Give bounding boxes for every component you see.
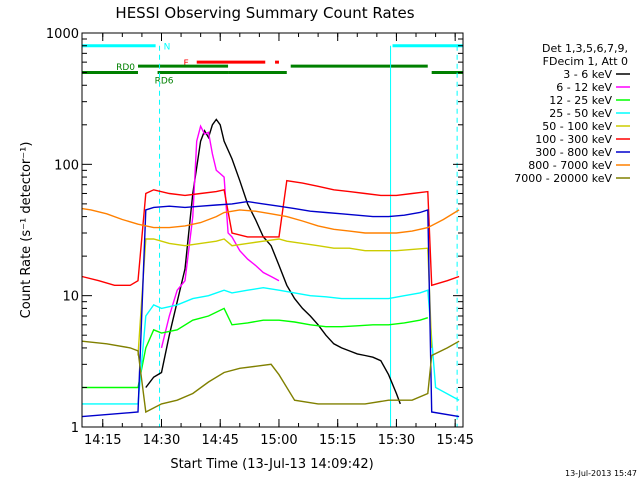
x-axis: 14:15 14:30 14:45 15:00 15:15 15:30 15:45 (84, 33, 474, 448)
state-label-flare: F (184, 59, 189, 69)
legend-label-1: 6 - 12 keV (556, 81, 612, 94)
legend-header-1: FDecim 1, Att 0 (543, 55, 628, 68)
y-tick-label-1: 10 (62, 290, 79, 305)
x-tick-label-3: 15:00 (260, 433, 297, 448)
y-tick-label-0: 1 (71, 421, 79, 436)
y-tick-label-2: 100 (54, 158, 79, 173)
legend-label-5: 100 - 300 keV (535, 133, 612, 146)
x-tick-label-6: 15:45 (436, 433, 473, 448)
x-tick-label-2: 14:45 (201, 433, 238, 448)
state-vertical-lines (159, 45, 458, 427)
series-line-5 (81, 179, 460, 287)
y-axis-label: Count Rate (s⁻¹ detector⁻¹) (19, 142, 34, 319)
y-tick-label-3: 1000 (46, 27, 79, 42)
series-line-6 (81, 200, 460, 418)
y-axis: 1 10 100 1000 (46, 27, 463, 436)
x-tick-label-5: 15:30 (378, 433, 415, 448)
x-tick-label-0: 14:15 (84, 433, 121, 448)
state-label-night: N (164, 43, 171, 53)
x-axis-label: Start Time (13-Jul-13 14:09:42) (170, 457, 373, 472)
legend-label-0: 3 - 6 keV (563, 68, 612, 81)
legend-label-7: 800 - 7000 keV (528, 159, 612, 172)
legend-label-4: 50 - 100 keV (542, 120, 612, 133)
state-bars: N F RD0 RD6 (82, 43, 463, 87)
series-line-1 (160, 124, 280, 349)
legend-header-0: Det 1,3,5,6,7,9, (542, 42, 628, 55)
series-line-3 (82, 286, 460, 405)
legend-label-2: 12 - 25 keV (549, 94, 612, 107)
legend-label-3: 25 - 50 keV (549, 107, 612, 120)
series-line-0 (145, 118, 401, 405)
footer-date: 13-Jul-2013 15:47 (565, 469, 637, 478)
plot-frame (81, 32, 464, 428)
legend-label-6: 300 - 800 keV (535, 146, 612, 159)
series-group (81, 118, 460, 418)
state-label-rd0: RD0 (116, 63, 135, 73)
series-line-7 (81, 207, 460, 234)
series-line-4 (137, 238, 433, 356)
chart-title: HESSI Observing Summary Count Rates (115, 4, 414, 22)
x-tick-label-4: 15:15 (319, 433, 356, 448)
series-line-8 (81, 340, 460, 414)
legend: Det 1,3,5,6,7,9,FDecim 1, Att 03 - 6 keV… (514, 42, 630, 185)
legend-label-8: 7000 - 20000 keV (514, 172, 612, 185)
series-line-2 (82, 307, 429, 389)
state-label-rd6: RD6 (155, 77, 174, 87)
x-tick-label-1: 14:30 (143, 433, 180, 448)
